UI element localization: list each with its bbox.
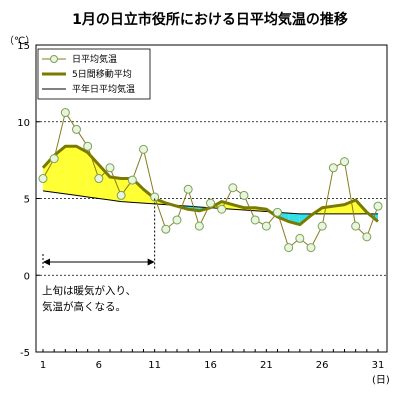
annotation-arrowhead-right (147, 258, 155, 266)
annotation-arrowhead-left (43, 258, 50, 266)
daily-mean-series (38, 108, 383, 253)
legend-moving-average-label: 5日間移動平均 (72, 68, 132, 80)
daily-mean-point (139, 144, 148, 154)
daily-mean-point (72, 124, 81, 134)
daily-mean-point (127, 175, 137, 185)
moving-average-series (41, 144, 379, 227)
annotation-line-1: 上旬は暖気が入り、 (42, 284, 136, 297)
y-axis-ticks: 15 10 5 0 -5 (17, 41, 40, 359)
y-unit-label: （℃） (4, 35, 35, 47)
anomaly-fill-segment (98, 164, 110, 201)
daily-mean-point (328, 163, 338, 173)
x-tick-label: 1 (40, 360, 46, 371)
y-tick-label: 5 (24, 195, 30, 206)
y-tick-label: -5 (20, 348, 30, 359)
anomaly-fill-segment (132, 178, 144, 204)
daily-mean-point (317, 221, 327, 231)
y-tick-label: 10 (17, 118, 30, 129)
daily-mean-point (273, 207, 282, 217)
daily-mean-point (150, 192, 160, 202)
daily-mean-point (228, 183, 238, 193)
y-tick-label: 0 (24, 271, 30, 282)
daily-mean-point (250, 215, 260, 225)
daily-mean-point (284, 243, 294, 253)
daily-mean-point (351, 221, 361, 231)
daily-mean-point (49, 154, 59, 164)
daily-mean-point (306, 243, 316, 253)
x-tick-label: 11 (148, 360, 161, 371)
y-tick-label: 15 (17, 41, 30, 52)
daily-mean-point (94, 174, 104, 184)
grid-lines (36, 121, 387, 276)
legend-daily-swatch-marker (50, 55, 58, 63)
daily-mean-point (239, 190, 249, 200)
x-tick-label: 21 (260, 360, 273, 371)
x-tick-label: 31 (372, 360, 385, 371)
daily-mean-point (83, 141, 93, 151)
x-tick-label: 26 (316, 360, 329, 371)
daily-mean-point (217, 204, 227, 214)
chart-title: 1月の日立市役所における日平均気温の推移 (72, 11, 348, 28)
daily-mean-point (206, 198, 215, 208)
x-axis-ticks: 1 6 11 16 21 26 31 (40, 349, 385, 371)
daily-mean-point (38, 174, 48, 184)
daily-mean-point (183, 184, 193, 194)
daily-mean-point (340, 157, 349, 167)
daily-mean-point (60, 108, 70, 118)
anomaly-fill-segment (87, 152, 99, 199)
legend: 日平均気温 5日間移動平均 平年日平均気温 (37, 48, 151, 100)
annotation: 上旬は暖気が入り、 気温が高くなる。 (42, 198, 156, 313)
daily-mean-point (194, 221, 204, 231)
legend-normal-label: 平年日平均気温 (72, 83, 135, 95)
x-tick-label: 16 (204, 360, 217, 371)
daily-mean-point (172, 215, 182, 225)
legend-daily-label: 日平均気温 (72, 53, 117, 65)
daily-mean-point (161, 224, 171, 234)
anomaly-fill-segment (65, 146, 77, 196)
x-tick-label: 6 (96, 360, 102, 371)
x-unit-label: (日) (372, 375, 390, 386)
daily-mean-point (295, 233, 305, 243)
moving-average-line (41, 144, 379, 227)
anomaly-fill-segment (76, 146, 88, 197)
daily-mean-point (261, 221, 271, 231)
annotation-line-2: 気温が高くなる。 (42, 300, 126, 313)
daily-mean-point (373, 201, 383, 211)
daily-mean-point (116, 190, 126, 200)
daily-mean-point (105, 163, 115, 173)
daily-mean-point (362, 232, 372, 242)
